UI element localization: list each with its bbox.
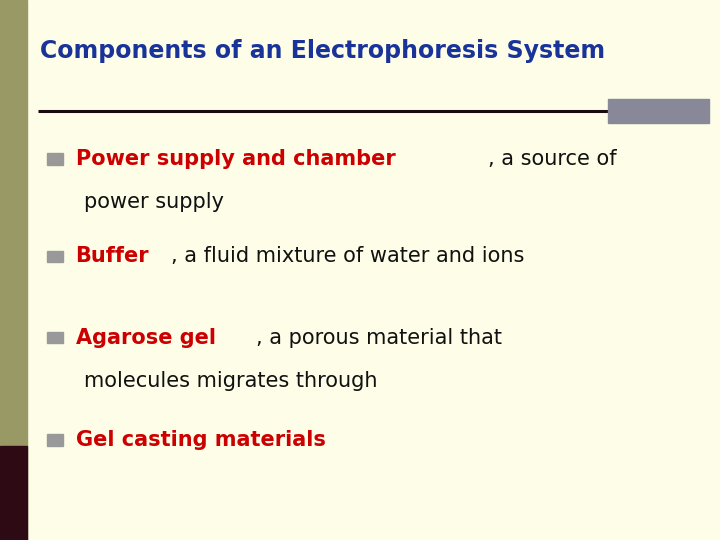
Bar: [47, 153, 63, 165]
Bar: [0, 0, 27, 540]
Text: Buffer: Buffer: [76, 246, 149, 267]
Text: , a porous material that: , a porous material that: [256, 327, 503, 348]
Text: , a fluid mixture of water and ions: , a fluid mixture of water and ions: [171, 246, 524, 267]
Text: Components of an Electrophoresis System: Components of an Electrophoresis System: [40, 39, 605, 63]
Bar: [47, 434, 63, 446]
Text: Agarose gel: Agarose gel: [76, 327, 215, 348]
Text: Gel casting materials: Gel casting materials: [76, 430, 325, 450]
Text: power supply: power supply: [84, 192, 224, 213]
Text: , a source of: , a source of: [488, 149, 617, 170]
Bar: [47, 332, 63, 343]
Bar: [47, 251, 63, 262]
Bar: [608, 99, 709, 123]
Text: molecules migrates through: molecules migrates through: [84, 370, 378, 391]
Text: Power supply and chamber: Power supply and chamber: [76, 149, 395, 170]
Bar: [0, 446, 27, 540]
